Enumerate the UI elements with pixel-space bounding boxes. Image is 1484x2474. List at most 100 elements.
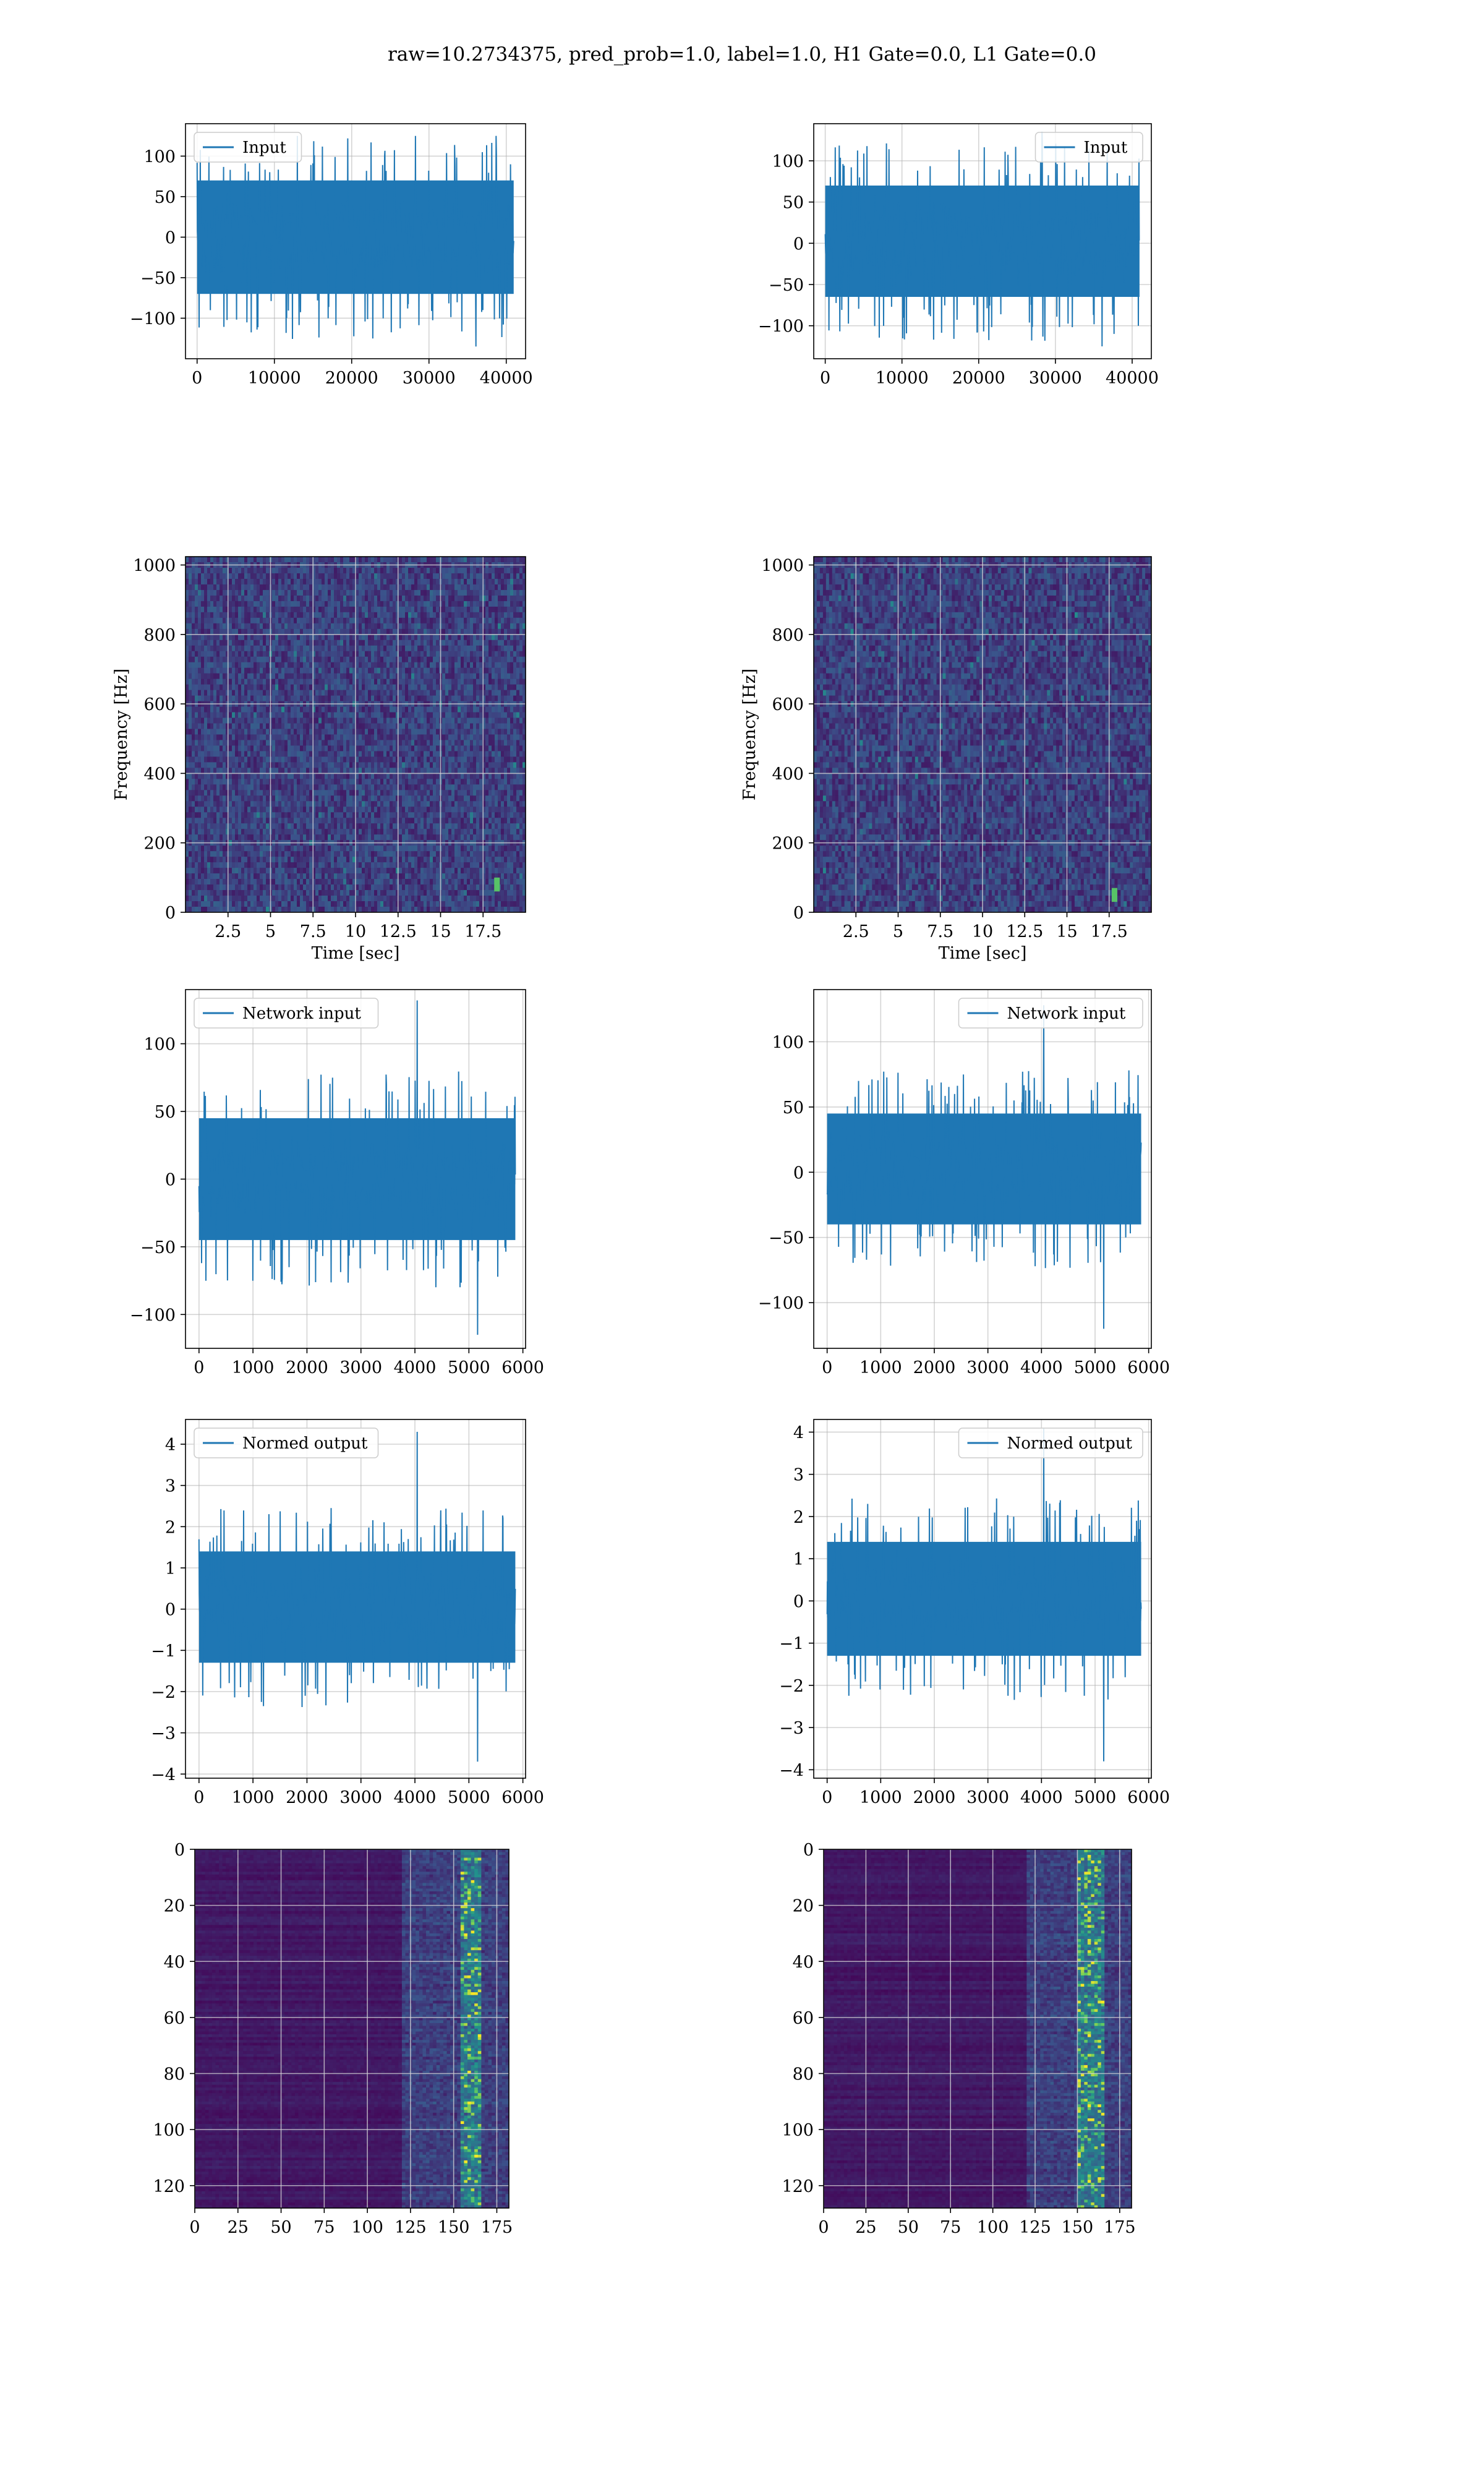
- legend-label: Input: [1084, 139, 1128, 157]
- x-tick-label: 12.5: [380, 922, 417, 941]
- y-tick-label: 3: [793, 1466, 804, 1485]
- y-tick-label: 20: [793, 1897, 814, 1916]
- chart-row3-right: 0 1000 2000 3000 4000 5000 6000 −100 −50 0 50 100 Ne…: [758, 989, 1170, 1377]
- legend-box: [1034, 132, 1143, 163]
- x-tick-label: 0: [822, 1358, 832, 1377]
- axes-frame: [194, 1849, 510, 2209]
- y-tick-label: 100: [153, 2121, 185, 2140]
- x-tick-label: 7.5: [300, 922, 326, 941]
- legend: Input: [194, 132, 302, 163]
- x-tick-label: 30000: [1029, 369, 1082, 388]
- x-tick-label: 125: [1019, 2218, 1051, 2237]
- x-tick-label: 12.5: [1006, 922, 1043, 941]
- y-tick-label: −100: [130, 1306, 176, 1325]
- x-tick-label: 1000: [859, 1788, 902, 1807]
- x-tick-label: 5000: [1074, 1788, 1117, 1807]
- y-tick-label: 100: [143, 147, 176, 166]
- y-tick-label: 60: [793, 2009, 814, 2028]
- y-tick-label: 0: [793, 1592, 804, 1611]
- x-tick-label: 1000: [232, 1358, 275, 1377]
- y-tick-label: 3: [165, 1477, 176, 1496]
- y-tick-label: 0: [793, 1163, 804, 1183]
- y-tick-label: −1: [151, 1641, 176, 1661]
- legend-box: [958, 1427, 1143, 1458]
- y-tick-label: 50: [783, 1098, 804, 1118]
- x-tick-label: 5000: [1074, 1358, 1117, 1377]
- legend-label: Network input: [242, 1004, 361, 1023]
- x-tick-label: 3000: [339, 1358, 382, 1377]
- axes-frame: [813, 123, 1152, 359]
- x-tick-label: 4000: [1020, 1788, 1063, 1807]
- x-tick-label: 3000: [966, 1358, 1009, 1377]
- y-tick-label: 600: [143, 695, 176, 714]
- x-tick-label: 0: [818, 2218, 829, 2237]
- x-tick-label: 40000: [480, 369, 533, 388]
- x-tick-label: 50: [270, 2218, 291, 2237]
- x-tick-label: 3000: [339, 1788, 382, 1807]
- y-tick-label: −100: [758, 317, 804, 336]
- y-tick-label: 0: [793, 234, 804, 254]
- y-tick-label: −50: [140, 269, 176, 288]
- y-tick-label: 4: [165, 1436, 176, 1455]
- chart-row5-left: 0 25 50 75 100 125 150 175 0 20 40 60 80 100 120: [153, 1841, 513, 2237]
- x-tick-label: 5: [265, 922, 276, 941]
- y-tick-label: 20: [164, 1897, 185, 1916]
- y-tick-label: −4: [779, 1761, 804, 1780]
- legend-label: Input: [242, 139, 286, 157]
- x-tick-label: 0: [189, 2218, 200, 2237]
- y-tick-label: 0: [803, 1841, 814, 1860]
- x-tick-label: 5000: [448, 1788, 490, 1807]
- legend-label: Network input: [1007, 1004, 1126, 1023]
- y-tick-label: 800: [143, 626, 176, 645]
- x-tick-label: 40000: [1106, 369, 1159, 388]
- chart-row2-left: 2.5 5 7.5 10 12.5 15 17.5 0 200 400 600 800 1000 Time…: [112, 556, 526, 963]
- x-tick-label: 2000: [913, 1788, 956, 1807]
- y-tick-label: 60: [164, 2009, 185, 2028]
- y-tick-label: −50: [769, 276, 804, 295]
- x-tick-label: 4000: [394, 1788, 437, 1807]
- y-tick-label: 80: [793, 2065, 814, 2084]
- y-tick-label: −50: [140, 1238, 176, 1257]
- legend-box: [958, 998, 1143, 1029]
- y-tick-label: 0: [165, 1601, 176, 1620]
- x-tick-label: 17.5: [464, 922, 501, 941]
- y-tick-label: 40: [793, 1953, 814, 1972]
- x-tick-label: 0: [192, 369, 202, 388]
- legend: Network input: [958, 998, 1143, 1029]
- legend: Input: [1034, 132, 1143, 163]
- legend-box: [194, 998, 379, 1029]
- legend: Normed output: [194, 1427, 379, 1458]
- y-tick-label: 1: [793, 1550, 804, 1569]
- y-tick-label: 200: [143, 834, 176, 854]
- chart-row2-right: 2.5 5 7.5 10 12.5 15 17.5 0 200 400 600 800 1000 Time…: [740, 556, 1152, 963]
- x-tick-label: 6000: [501, 1358, 544, 1377]
- bright-spot: [494, 877, 500, 892]
- bright-spot: [1111, 888, 1117, 902]
- legend-box: [194, 1427, 379, 1458]
- y-tick-label: −4: [151, 1765, 176, 1784]
- x-tick-label: 175: [481, 2218, 513, 2237]
- y-tick-label: 80: [164, 2065, 185, 2084]
- axes-frame: [185, 989, 526, 1349]
- x-tick-label: 6000: [1127, 1358, 1170, 1377]
- grid: [186, 557, 526, 913]
- y-tick-label: −50: [769, 1229, 804, 1248]
- x-axis-label: Time [sec]: [312, 944, 400, 963]
- y-tick-label: 400: [772, 764, 804, 784]
- x-tick-label: 100: [977, 2218, 1009, 2237]
- y-tick-label: 100: [782, 2121, 814, 2140]
- grid: [814, 990, 1151, 1348]
- y-tick-label: 100: [772, 152, 804, 171]
- y-tick-label: 4: [793, 1423, 804, 1442]
- y-tick-label: 200: [772, 834, 804, 854]
- x-tick-label: 4000: [394, 1358, 437, 1377]
- y-tick-label: 1000: [761, 556, 804, 575]
- heatmap: [824, 1849, 1132, 2208]
- series-line: [826, 1005, 1142, 1329]
- y-tick-label: 0: [174, 1841, 185, 1860]
- y-tick-label: 600: [772, 695, 804, 714]
- y-tick-label: 0: [165, 904, 176, 923]
- x-tick-label: 100: [351, 2218, 383, 2237]
- y-tick-label: 100: [143, 1035, 176, 1055]
- legend: Normed output: [958, 1427, 1143, 1458]
